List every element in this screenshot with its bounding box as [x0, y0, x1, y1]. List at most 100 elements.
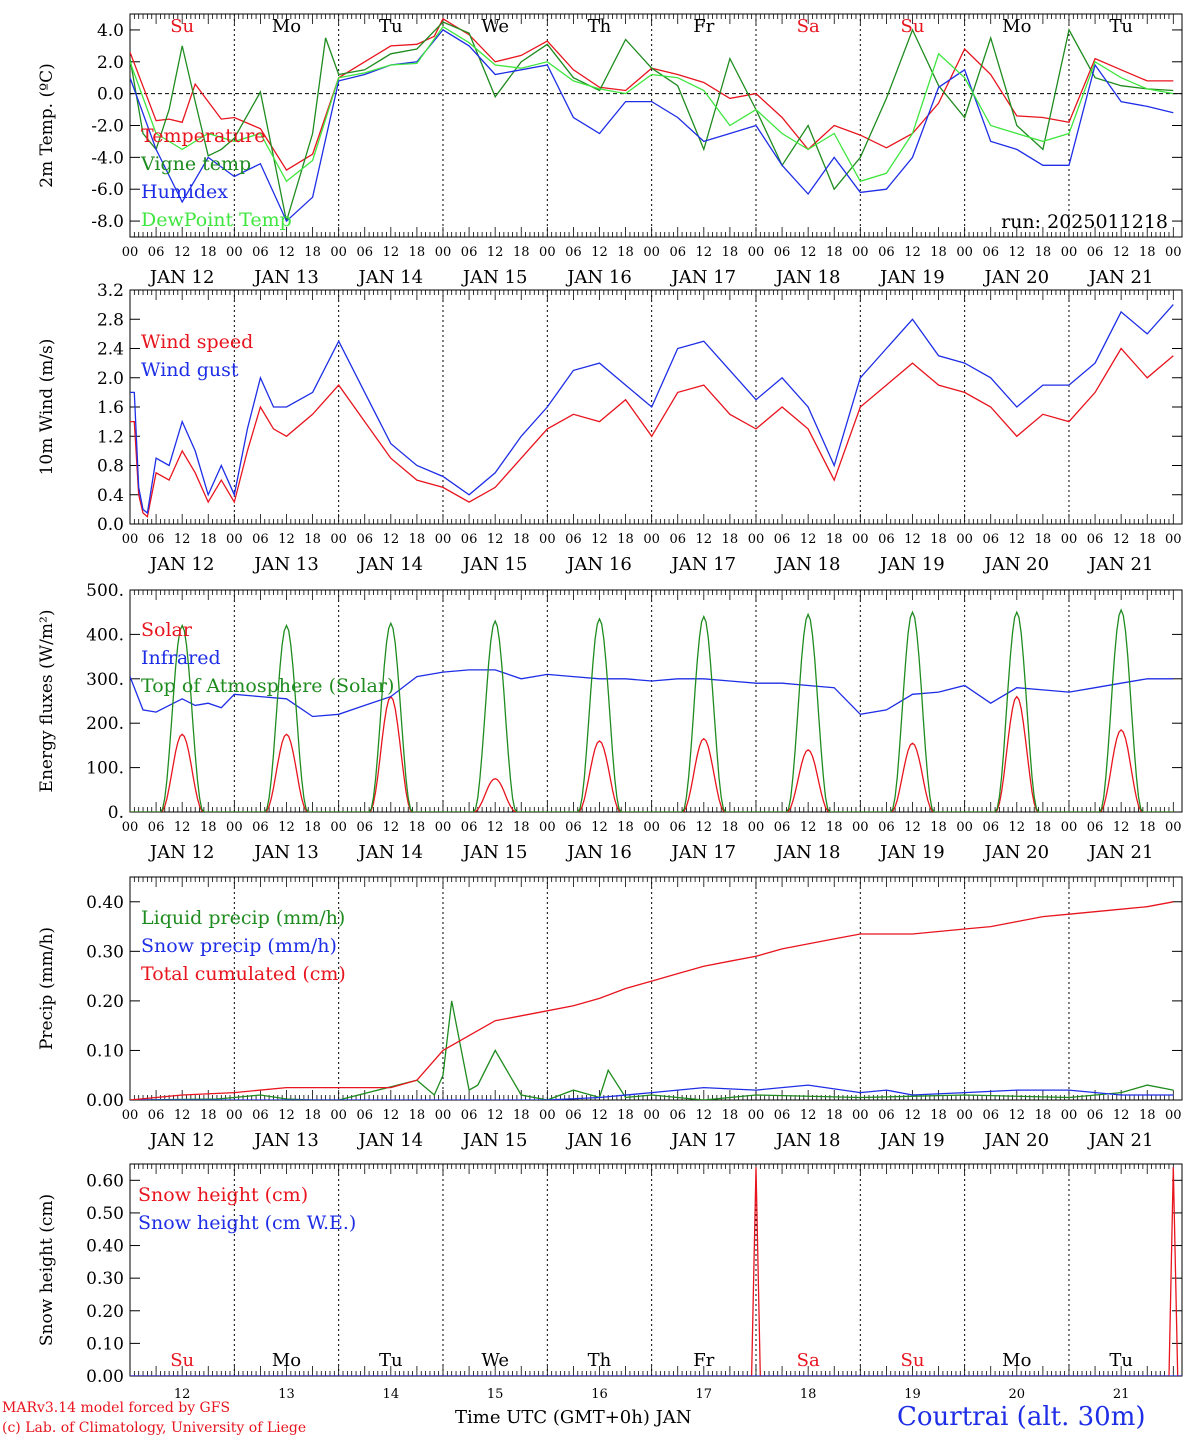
- x-tick-label: 18: [409, 1108, 426, 1123]
- y-tick-label: 0.0: [97, 515, 124, 535]
- x-tick-label: 12: [174, 532, 191, 547]
- x-tick-label: 12: [904, 1108, 921, 1123]
- x-tick-label: 00: [1165, 245, 1182, 260]
- day-label: JAN 15: [461, 842, 528, 863]
- y-tick-label: -6.0: [91, 180, 124, 200]
- x-tick-label: 00: [852, 1108, 869, 1123]
- day-label: JAN 19: [878, 554, 945, 575]
- legend-entry: Snow precip (mm/h): [141, 935, 337, 957]
- plot-frame: [129, 13, 1183, 238]
- x-tick-label: 18: [1035, 820, 1052, 835]
- day-number: 15: [487, 1387, 504, 1402]
- x-tick-label: 12: [904, 245, 921, 260]
- x-tick-label: 12: [904, 532, 921, 547]
- day-number: 12: [174, 1387, 191, 1402]
- weekday-label: Mo: [1002, 1350, 1031, 1371]
- x-tick-label: 18: [722, 1108, 739, 1123]
- x-tick-label: 00: [643, 245, 660, 260]
- y-tick-label: 0.30: [86, 942, 124, 962]
- x-tick-label: 18: [930, 532, 947, 547]
- y-tick-label: 0.40: [86, 1237, 124, 1257]
- x-tick-label: 00: [1165, 532, 1182, 547]
- x-tick-label: 18: [826, 820, 843, 835]
- x-tick-label: 06: [878, 1108, 895, 1123]
- x-tick-label: 12: [696, 1108, 713, 1123]
- day-label: JAN 17: [670, 1130, 737, 1151]
- x-tick-label: 12: [696, 245, 713, 260]
- x-tick-label: 18: [617, 1108, 634, 1123]
- x-tick-label: 06: [565, 820, 582, 835]
- x-tick-label: 18: [200, 820, 217, 835]
- x-tick-label: 06: [878, 532, 895, 547]
- x-tick-label: 12: [278, 245, 295, 260]
- day-number: 19: [904, 1387, 921, 1402]
- y-tick-label: 2.4: [97, 340, 124, 360]
- y-tick-label: 200.: [86, 714, 124, 734]
- series-group: [130, 901, 1174, 1100]
- x-tick-label: 12: [1009, 820, 1026, 835]
- x-tick-label: 12: [696, 532, 713, 547]
- y-tick-label: 0.50: [86, 1204, 124, 1224]
- x-tick-label: 00: [539, 245, 556, 260]
- x-tick-label: 06: [356, 820, 373, 835]
- day-label: JAN 20: [983, 842, 1050, 863]
- x-tick-label: 18: [304, 820, 321, 835]
- x-tick-label: 12: [904, 820, 921, 835]
- x-tick-label: 06: [1087, 532, 1104, 547]
- x-tick-label: 06: [565, 245, 582, 260]
- x-tick-label: 06: [252, 245, 269, 260]
- x-tick-label: 06: [461, 820, 478, 835]
- y-tick-label: 1.6: [97, 398, 124, 418]
- day-number: 16: [591, 1387, 608, 1402]
- x-tick-label: 12: [696, 820, 713, 835]
- x-tick-label: 00: [1165, 1108, 1182, 1123]
- x-tick-label: 00: [748, 532, 765, 547]
- x-tick-label: 12: [1009, 245, 1026, 260]
- x-tick-label: 06: [356, 245, 373, 260]
- x-tick-label: 18: [304, 1108, 321, 1123]
- weekday-label: Mo: [272, 1350, 301, 1371]
- series-line-snow-precip-mm-h-: [130, 1084, 1174, 1100]
- y-tick-label: 500.: [86, 581, 124, 601]
- day-label: JAN 13: [252, 842, 319, 863]
- weekday-label: Sa: [797, 16, 820, 37]
- x-tick-label: 00: [1061, 1108, 1078, 1123]
- panel-3: 500. 400. 300. 200. 100. 0. Energy fluxes (W/m…: [37, 581, 1183, 863]
- day-number: 17: [696, 1387, 713, 1402]
- series-line-infrared: [130, 669, 1174, 718]
- series-group: [130, 17, 1174, 223]
- series-line-vigne-temp: [130, 21, 1174, 222]
- x-tick-label: 00: [122, 820, 139, 835]
- weekday-label: Fr: [693, 1350, 714, 1371]
- day-label: JAN 14: [357, 267, 424, 288]
- x-tick-label: 06: [148, 820, 165, 835]
- x-tick-label: 00: [122, 245, 139, 260]
- x-tick-label: 18: [1035, 1108, 1052, 1123]
- day-label: JAN 21: [1087, 1130, 1154, 1151]
- y-tick-label: 0.: [108, 803, 124, 823]
- y-tick-label: 0.40: [86, 893, 124, 913]
- x-tick-label: 18: [513, 820, 530, 835]
- x-tick-label: 00: [435, 245, 452, 260]
- legend-entry: Solar: [141, 619, 193, 641]
- weekday-label: Mo: [272, 16, 301, 37]
- x-tick-label: 00: [122, 532, 139, 547]
- run-label: run: 2025011218: [1001, 211, 1168, 233]
- day-label: JAN 14: [357, 554, 424, 575]
- y-tick-label: 0.20: [86, 1302, 124, 1322]
- day-label: JAN 16: [565, 267, 632, 288]
- x-tick-label: 12: [383, 820, 400, 835]
- x-tick-label: 12: [1009, 1108, 1026, 1123]
- series-group: [130, 608, 1174, 812]
- y-tick-label: 0.30: [86, 1269, 124, 1289]
- x-tick-label: 06: [669, 1108, 686, 1123]
- weekday-label: Tu: [1109, 16, 1133, 37]
- day-label: JAN 20: [983, 1130, 1050, 1151]
- day-label: JAN 18: [774, 267, 841, 288]
- y-axis-label: 2m Temp. (ºC): [37, 63, 57, 188]
- legend-entry: Infrared: [141, 647, 221, 669]
- x-tick-label: 06: [669, 820, 686, 835]
- y-tick-label: 2.0: [97, 369, 124, 389]
- x-tick-label: 18: [1139, 1108, 1156, 1123]
- legend-entry: Liquid precip (mm/h): [141, 907, 345, 929]
